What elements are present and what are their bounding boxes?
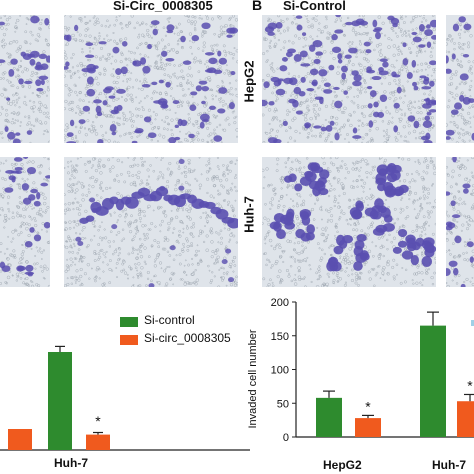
legend-label-si-circ: Si-circ_0008305 [144,331,231,345]
micrograph-b-hepg2 [262,15,436,143]
panel-a-header: Si-Circ_0008305 [113,0,213,13]
chart-b-xtick-huh7: Huh-7 [432,458,466,472]
chart-b-ytick-label: 200 [271,297,289,309]
chart-b-cropped-legend [471,320,474,326]
chart-b-ytick-label: 150 [271,331,289,343]
chart-b-bar [457,401,474,437]
chart-a: * [0,345,250,451]
chart-b-ytick-label: 50 [277,398,289,410]
chart-a-bar [8,429,32,450]
chart-b: 0 50 100 150 200 * * [271,297,474,444]
micrograph-a-huh7 [64,157,238,287]
legend-swatch-si-control [120,317,138,327]
micrograph-b-huh7 [262,157,436,287]
chart-a-bar [48,352,72,450]
chart-a-bar [86,434,110,450]
chart-b-ylabel: Invaded cell number [247,329,259,429]
micrograph-b-hepg2-right [446,15,474,143]
micrograph-a-huh7-left [0,157,50,287]
row-label-huh7: Huh-7 [241,196,257,233]
panel-b-letter: B [252,0,263,13]
chart-b-bar [316,397,342,437]
chart-b-significance: * [365,398,371,414]
chart-b-bar [355,418,381,437]
row-label-hepg2: HepG2 [241,60,257,103]
chart-a-xtick-huh7: Huh-7 [54,456,88,470]
chart-b-bar [420,325,446,437]
chart-b-significance: * [467,377,473,393]
micrograph-b-huh7-right [446,157,474,287]
micrograph-a-hepg2-left [0,15,50,143]
chart-a-significance: * [95,413,101,429]
chart-b-ytick-label: 100 [271,365,289,377]
micrograph-a-hepg2 [64,15,238,143]
panel-b-header: Si-Control [283,0,346,13]
legend-swatch-si-circ [120,335,138,345]
chart-b-ytick-label: 0 [283,432,289,444]
chart-b-xtick-hepg2: HepG2 [323,458,362,472]
legend-label-si-control: Si-control [144,313,195,327]
